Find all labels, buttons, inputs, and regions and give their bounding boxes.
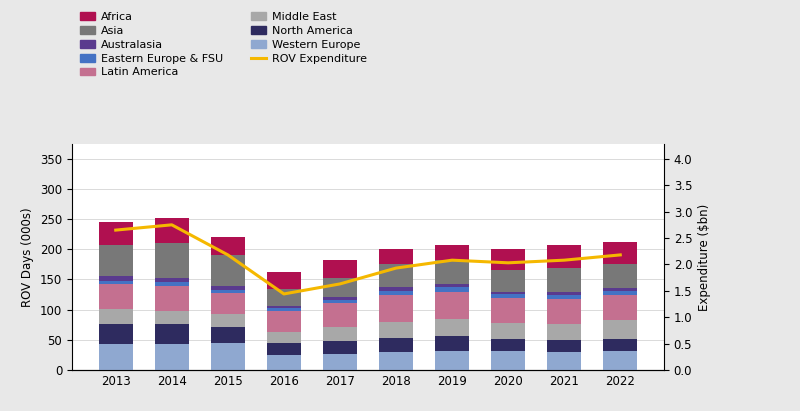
Legend: Africa, Asia, Australasia, Eastern Europe & FSU, Latin America, Middle East, Nor: Africa, Asia, Australasia, Eastern Europ… [78,10,369,80]
Bar [435,319,469,336]
Bar [211,293,245,314]
Bar [603,320,637,339]
Bar [379,352,413,370]
Bar [491,351,525,370]
Bar [267,306,301,308]
Bar [379,264,413,287]
Bar [435,260,469,284]
Bar [323,303,357,327]
Bar [211,237,245,255]
Bar [323,278,357,297]
Bar [211,327,245,343]
Bar [603,242,637,264]
Bar [435,351,469,370]
Bar [211,290,245,293]
Bar [547,292,581,295]
Bar [155,324,189,344]
Bar [491,291,525,294]
Bar [603,339,637,351]
Bar [323,260,357,278]
Bar [547,352,581,370]
Bar [155,311,189,324]
Bar [547,295,581,299]
Bar [99,245,133,276]
Bar [379,249,413,264]
Bar [155,218,189,243]
Bar [491,323,525,339]
Bar [267,289,301,306]
Bar [99,276,133,281]
Bar [267,343,301,356]
Bar [547,268,581,292]
Bar [99,281,133,284]
Bar [211,255,245,286]
Bar [491,298,525,323]
Bar [99,284,133,309]
Bar [491,249,525,270]
Bar [323,341,357,354]
Bar [155,286,189,311]
Bar [603,351,637,370]
Bar [491,270,525,291]
Bar [435,336,469,351]
Bar [99,309,133,324]
Bar [603,291,637,295]
Bar [323,327,357,341]
Bar [211,314,245,327]
Bar [379,295,413,322]
Bar [267,272,301,289]
Bar [155,243,189,278]
Bar [99,344,133,370]
Bar [267,332,301,343]
Bar [379,291,413,295]
Bar [323,354,357,370]
Bar [547,299,581,324]
Bar [267,356,301,370]
Bar [603,264,637,288]
Bar [547,245,581,268]
Bar [211,286,245,290]
Bar [99,222,133,245]
Bar [435,287,469,291]
Bar [435,245,469,260]
Y-axis label: Expenditure ($bn): Expenditure ($bn) [698,203,711,310]
Bar [323,300,357,303]
Bar [155,278,189,282]
Bar [435,291,469,319]
Bar [547,340,581,352]
Bar [379,338,413,352]
Bar [211,343,245,370]
Bar [491,339,525,351]
Bar [603,288,637,291]
Bar [99,324,133,344]
Bar [379,287,413,291]
Bar [603,295,637,320]
Bar [323,297,357,300]
Bar [491,294,525,298]
Bar [379,322,413,338]
Bar [155,282,189,286]
Bar [155,344,189,370]
Bar [435,284,469,287]
Bar [547,324,581,340]
Bar [267,308,301,311]
Bar [267,311,301,332]
Y-axis label: ROV Days (000s): ROV Days (000s) [22,207,34,307]
